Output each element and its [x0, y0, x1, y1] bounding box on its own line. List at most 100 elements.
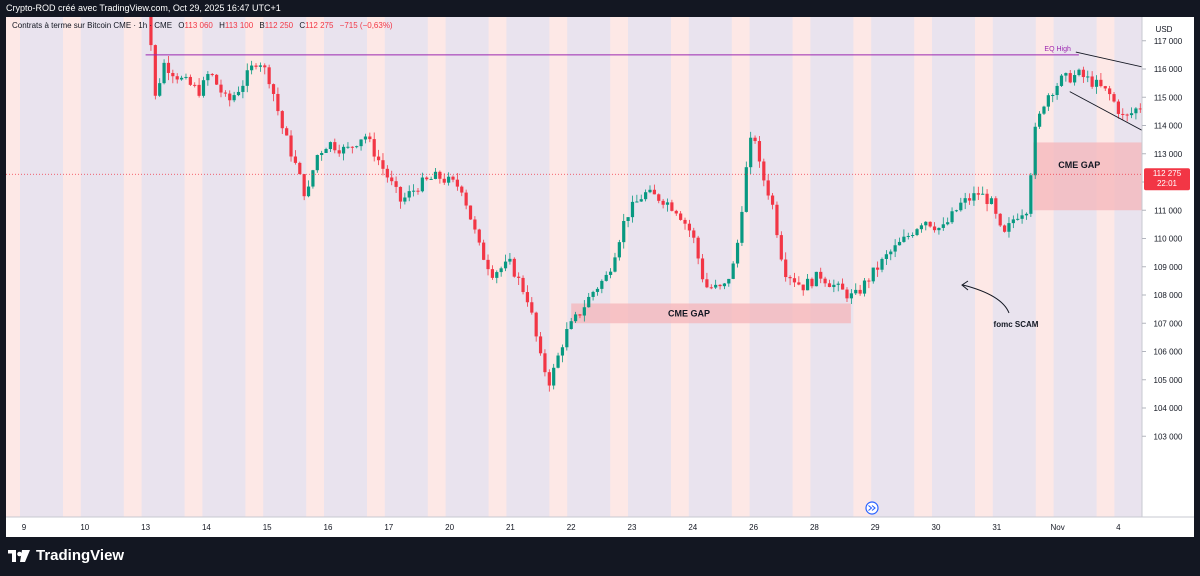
candle-body: [495, 272, 499, 278]
candle-body: [919, 225, 924, 230]
x-tick-label: 9: [22, 523, 27, 532]
candle-body: [744, 167, 748, 212]
candle-body: [915, 229, 919, 236]
candle-body: [876, 267, 880, 270]
candle-body: [959, 202, 963, 211]
tradingview-logo[interactable]: TradingView: [8, 547, 124, 564]
candle-body: [460, 186, 464, 193]
candle-body: [1042, 106, 1046, 114]
candle-body: [236, 91, 241, 96]
candle-body: [188, 76, 192, 85]
candle-body: [757, 141, 762, 162]
candle-body: [749, 137, 753, 168]
candle-body: [932, 226, 937, 231]
fomc-arrow: [962, 284, 1010, 314]
candle-body: [1086, 76, 1090, 78]
candle-body: [324, 149, 328, 153]
candle-body: [258, 65, 262, 67]
candle-body: [976, 193, 980, 195]
y-tick-label: 109 000: [1154, 263, 1183, 272]
candle-body: [862, 280, 867, 294]
candle-body: [687, 223, 691, 231]
y-tick-label: 105 000: [1154, 376, 1183, 385]
candle-body: [512, 258, 516, 277]
candle-body: [451, 176, 455, 180]
candle-body: [429, 178, 433, 180]
ohlc-legend: Contrats à terme sur Bitcoin CME · 1h · …: [12, 21, 393, 30]
candle-body: [998, 213, 1002, 226]
candle-body: [679, 213, 683, 220]
session-bands: [6, 17, 1200, 517]
candle-body: [368, 136, 372, 140]
high-value: 113 100: [224, 21, 254, 30]
gap-label: CME GAP: [1058, 160, 1100, 170]
candle-body: [845, 289, 849, 299]
candle-body: [1038, 113, 1042, 127]
candle-body: [753, 137, 757, 142]
candle-body: [359, 139, 363, 147]
y-tick-label: 117 000: [1154, 37, 1183, 46]
session-band: [384, 17, 428, 517]
candle-body: [538, 336, 543, 354]
candle-body: [1033, 126, 1037, 176]
session-band: [1053, 17, 1097, 517]
candle-body: [989, 198, 994, 205]
candle-body: [722, 283, 727, 287]
candle-body: [784, 259, 788, 278]
candle-body: [162, 62, 166, 84]
candle-body: [250, 65, 254, 71]
candle-body: [946, 222, 950, 225]
candle-body: [455, 179, 459, 187]
candle-body: [893, 245, 897, 252]
candle-body: [889, 251, 893, 255]
candle-body: [1099, 79, 1103, 87]
session-band: [202, 17, 246, 517]
fomc-label: fomc SCAM: [994, 320, 1039, 329]
close-label: C: [299, 21, 306, 30]
price-chart[interactable]: EQ High CME GAP CME GAP fomc SCAM USD 103 0…: [6, 0, 1200, 537]
candle-body: [355, 146, 359, 148]
chart-frame[interactable]: EQ High CME GAP CME GAP fomc SCAM USD 103 0…: [6, 0, 1200, 537]
candle-body: [967, 198, 972, 201]
candle-body: [854, 289, 858, 294]
candle-body: [503, 261, 508, 269]
candle-body: [1073, 75, 1077, 83]
candle-body: [954, 210, 959, 212]
session-band: [445, 17, 489, 517]
candle-body: [591, 291, 595, 297]
candle-body: [1002, 225, 1007, 232]
candle-body: [556, 355, 560, 368]
candle-body: [302, 174, 306, 197]
candle-body: [215, 74, 219, 85]
candle-body: [153, 45, 157, 96]
candle-body: [827, 283, 832, 288]
goto-realtime-button[interactable]: [865, 501, 879, 515]
drawing-labels: EQ High CME GAP CME GAP fomc SCAM: [668, 46, 1100, 329]
candle-body: [867, 280, 871, 282]
candle-body: [241, 85, 245, 92]
session-band: [80, 17, 124, 517]
candle-body: [1108, 88, 1112, 95]
candle-body: [836, 283, 840, 285]
candle-body: [525, 292, 530, 303]
candle-body: [665, 202, 670, 205]
symbol-title: Contrats à terme sur Bitcoin CME · 1h · …: [12, 21, 173, 30]
candle-body: [1129, 113, 1134, 116]
candle-body: [928, 221, 932, 227]
caption-bar: Crypto-ROD créé avec TradingView.com, Oc…: [0, 0, 1200, 17]
caption-text: Crypto-ROD créé avec TradingView.com, Oc…: [6, 3, 281, 13]
candle-body: [315, 155, 319, 171]
candle-body: [1020, 215, 1024, 219]
y-tick-label: 108 000: [1154, 291, 1183, 300]
bar-countdown: 22:01: [1157, 179, 1178, 188]
candle-body: [683, 219, 687, 224]
candle-body: [433, 171, 438, 179]
x-tick-label: 17: [384, 523, 393, 532]
candle-body: [644, 192, 648, 200]
open-value: 113 060: [184, 21, 213, 30]
candle-body: [1138, 108, 1142, 110]
candle-body: [1016, 218, 1020, 220]
x-tick-label: 30: [932, 523, 941, 532]
candle-body: [1024, 213, 1029, 216]
candle-body: [1116, 101, 1120, 114]
